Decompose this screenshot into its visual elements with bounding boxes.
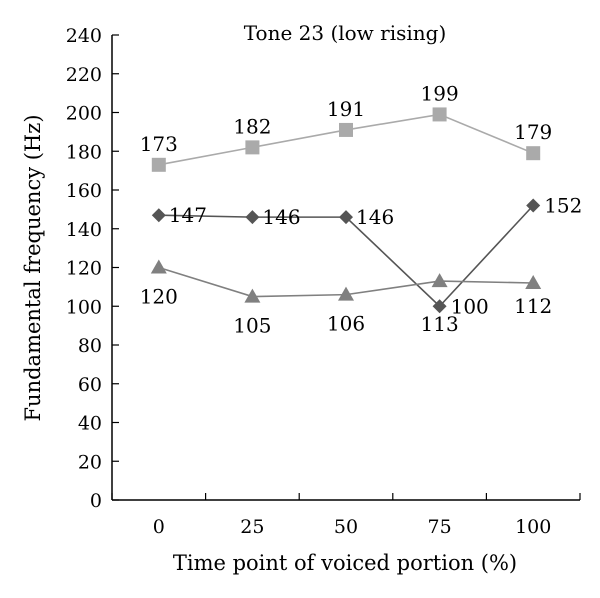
x-tick-label: 75 — [428, 516, 452, 538]
y-tick-label: 240 — [66, 25, 102, 47]
series-line-square — [159, 114, 533, 164]
data-label: 105 — [233, 314, 271, 338]
x-tick-label: 100 — [515, 516, 551, 538]
data-label: 152 — [544, 194, 582, 218]
triangle-marker — [432, 273, 448, 287]
y-tick-label: 180 — [66, 141, 102, 163]
diamond-marker — [152, 208, 166, 222]
y-tick-label: 80 — [78, 335, 102, 357]
square-marker — [152, 158, 166, 172]
square-marker — [245, 140, 259, 154]
data-label: 179 — [514, 120, 552, 144]
y-tick-label: 100 — [66, 296, 102, 318]
diamond-marker — [245, 210, 259, 224]
x-tick-label: 50 — [334, 516, 358, 538]
y-tick-label: 140 — [66, 219, 102, 241]
y-tick-label: 120 — [66, 258, 102, 280]
data-label: 146 — [262, 205, 300, 229]
data-label: 191 — [327, 97, 365, 121]
y-tick-label: 160 — [66, 180, 102, 202]
data-label: 106 — [327, 312, 365, 336]
square-marker — [526, 146, 540, 160]
x-axis-title: Time point of voiced portion (%) — [173, 551, 517, 575]
y-tick-label: 200 — [66, 103, 102, 125]
axes: 0 20 40 60 80 100 120 140 160 180 200 220 240 0 25 50 75… — [66, 25, 580, 538]
square-marker — [433, 107, 447, 121]
y-tick-label: 20 — [78, 451, 102, 473]
data-label: 113 — [421, 312, 459, 336]
y-tick-label: 220 — [66, 64, 102, 86]
chart-title: Tone 23 (low rising) — [244, 21, 447, 45]
x-tick-label: 0 — [153, 516, 165, 538]
y-axis-title: Fundamental frequency (Hz) — [21, 114, 45, 421]
data-label: 173 — [140, 132, 178, 156]
data-label: 146 — [356, 205, 394, 229]
data-label: 147 — [169, 203, 207, 227]
data-label: 120 — [140, 285, 178, 309]
data-label: 112 — [514, 294, 552, 318]
y-tick-label: 60 — [78, 374, 102, 396]
series-layer — [151, 107, 541, 313]
triangle-marker — [525, 275, 541, 289]
x-tick-label: 25 — [240, 516, 264, 538]
y-tick-label: 0 — [90, 490, 102, 512]
data-label: 199 — [421, 81, 459, 105]
triangle-marker — [151, 260, 167, 274]
square-marker — [339, 123, 353, 137]
data-label: 182 — [233, 114, 271, 138]
y-tick-label: 40 — [78, 413, 102, 435]
